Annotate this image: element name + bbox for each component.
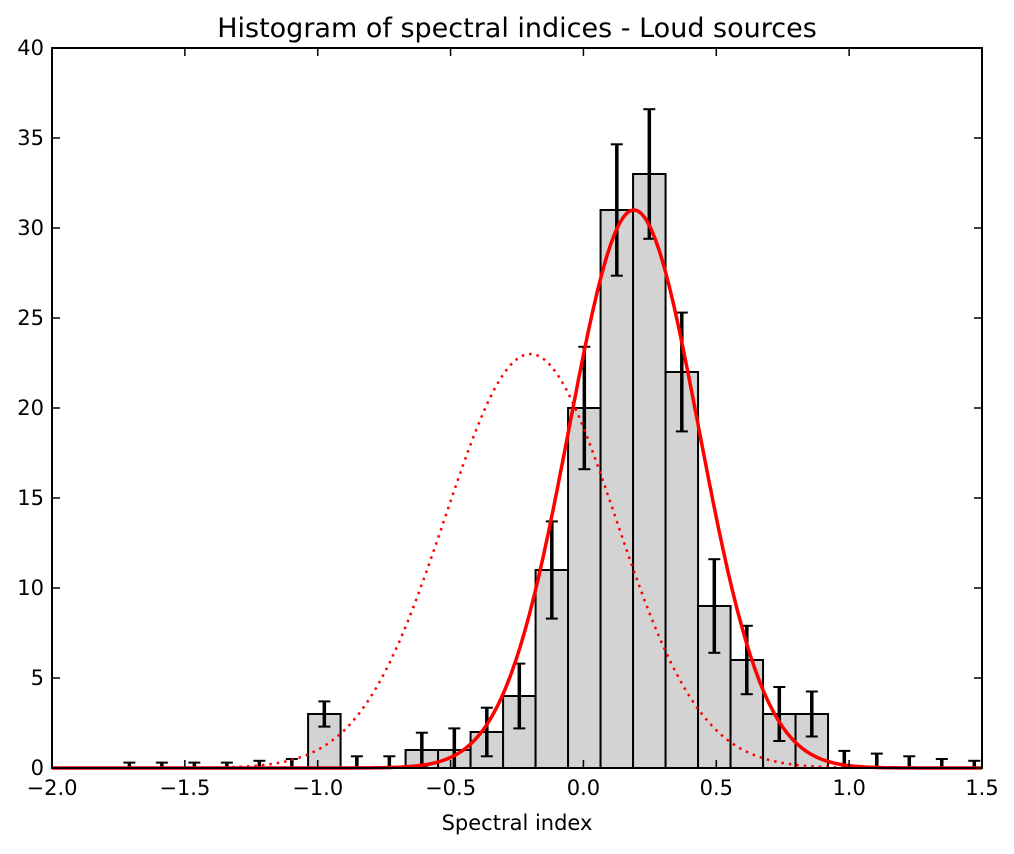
- x-tick-label: 0.0: [567, 776, 600, 800]
- x-tick-label: 0.5: [700, 776, 733, 800]
- y-tick-label: 5: [31, 666, 44, 690]
- ticks-group: −2.0 −1.5 −1.0 −0.5 0.0 0.5 1.0 1.5 0 5 10 15 20 25 30…: [17, 36, 998, 800]
- y-tick-label: 10: [17, 576, 44, 600]
- bars-group: [307, 173, 830, 769]
- histogram-bar: [632, 173, 667, 769]
- x-tick-label: 1.0: [832, 776, 865, 800]
- chart-title: Histogram of spectral indices - Loud sou…: [217, 13, 817, 44]
- y-tick-label: 40: [17, 36, 44, 60]
- histogram-bar: [599, 209, 635, 769]
- y-tick-label: 0: [31, 756, 44, 780]
- y-tick-label: 35: [17, 126, 44, 150]
- error-bars-group: [123, 108, 981, 769]
- fit-gaussian-curve: [52, 208, 982, 770]
- x-tick-label: −1.5: [159, 776, 210, 800]
- y-tick-label: 20: [17, 396, 44, 420]
- y-tick-label: 25: [17, 306, 44, 330]
- x-axis-label: Spectral index: [442, 811, 593, 835]
- y-tick-label: 30: [17, 216, 44, 240]
- plot-frame: [51, 47, 983, 769]
- x-tick-label: −2.0: [27, 776, 78, 800]
- x-tick-label: 1.5: [965, 776, 998, 800]
- y-tick-label: 15: [17, 486, 44, 510]
- curves-group: [52, 208, 982, 770]
- x-tick-label: −0.5: [425, 776, 476, 800]
- x-tick-label: −1.0: [292, 776, 343, 800]
